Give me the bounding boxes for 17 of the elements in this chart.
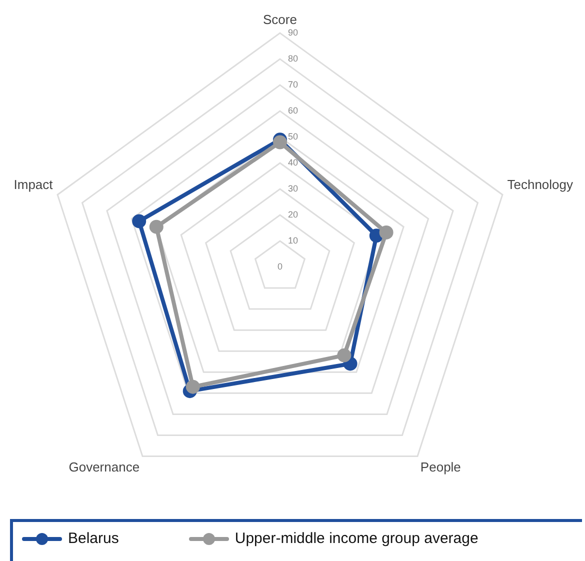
spoke-label: People: [420, 460, 461, 475]
y-tick-label: 60: [288, 106, 298, 116]
y-tick-label: 20: [288, 210, 298, 220]
spoke-label: Score: [263, 12, 297, 27]
y-tick-label: 30: [288, 184, 298, 194]
y-tick-label: 50: [288, 132, 298, 142]
legend-label: Belarus: [68, 530, 119, 547]
spoke-label: Governance: [68, 460, 140, 475]
y-tick-label: 80: [288, 54, 298, 64]
spoke-label: Technology: [507, 176, 574, 192]
y-tick-label: 40: [288, 158, 298, 168]
y-tick-label: 90: [288, 28, 298, 38]
spoke-label: Impact: [14, 176, 54, 192]
legend-label: Upper-middle income group average: [234, 530, 478, 547]
y-tick-label: 10: [288, 235, 298, 246]
y-tick-label: 70: [288, 80, 298, 90]
y-tick-label: 0: [277, 261, 283, 272]
